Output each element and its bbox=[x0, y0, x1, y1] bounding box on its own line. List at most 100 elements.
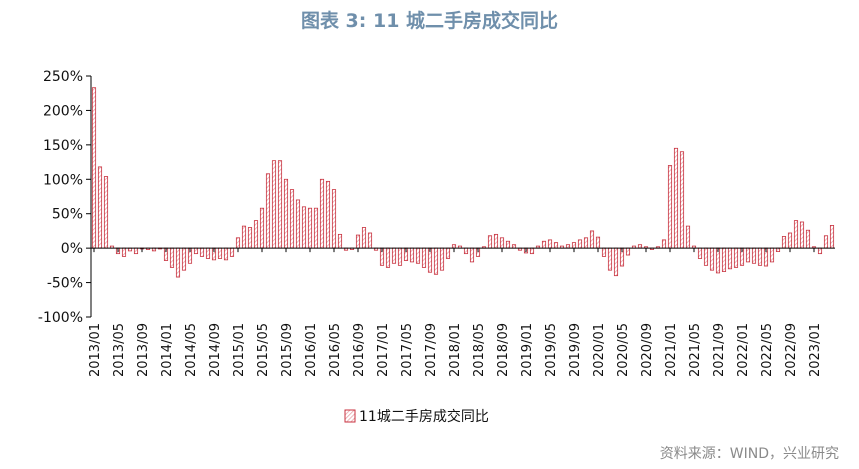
bar bbox=[823, 235, 829, 249]
bar bbox=[679, 151, 685, 249]
x-tick-label: 2022/05 bbox=[760, 323, 775, 377]
bar bbox=[175, 247, 181, 278]
bar bbox=[733, 247, 739, 268]
x-tick-label: 2014/09 bbox=[208, 323, 223, 377]
bar bbox=[697, 247, 703, 259]
bar bbox=[601, 247, 607, 257]
bar bbox=[463, 247, 469, 255]
bar bbox=[385, 247, 391, 268]
bar bbox=[181, 247, 187, 271]
bar bbox=[433, 247, 439, 275]
bar bbox=[565, 244, 571, 249]
bar bbox=[229, 247, 235, 257]
bar bbox=[469, 247, 475, 263]
bar bbox=[775, 247, 781, 252]
x-tick-label: 2020/09 bbox=[640, 323, 655, 377]
bar bbox=[97, 166, 103, 249]
bar bbox=[673, 147, 679, 249]
bar bbox=[199, 247, 205, 257]
bar bbox=[259, 207, 265, 249]
bar bbox=[421, 247, 427, 268]
bar bbox=[361, 227, 367, 249]
bar bbox=[235, 237, 241, 249]
x-tick-label: 2016/01 bbox=[304, 323, 319, 377]
bar bbox=[505, 240, 511, 249]
bar bbox=[757, 247, 763, 266]
bar bbox=[313, 207, 319, 249]
bar bbox=[283, 178, 289, 249]
bar bbox=[583, 237, 589, 249]
bar bbox=[391, 247, 397, 264]
bar bbox=[103, 176, 109, 249]
bar bbox=[727, 247, 733, 270]
x-tick-label: 2019/05 bbox=[544, 323, 559, 377]
bar bbox=[703, 247, 709, 266]
bar bbox=[439, 247, 445, 271]
bar bbox=[781, 236, 787, 249]
bar bbox=[295, 199, 301, 249]
legend-swatch bbox=[344, 409, 356, 423]
bar bbox=[451, 244, 457, 249]
y-axis: -100% -50% 0% 50% 100% 150% 200% 250% bbox=[38, 69, 92, 326]
bar bbox=[493, 233, 499, 249]
x-tick-label: 2013/01 bbox=[88, 323, 103, 377]
bar bbox=[445, 247, 451, 259]
bar bbox=[91, 87, 97, 249]
x-tick-label: 2015/09 bbox=[280, 323, 295, 377]
bar bbox=[277, 160, 283, 249]
bar bbox=[805, 229, 811, 249]
bar bbox=[319, 178, 325, 249]
x-tick-label: 2019/01 bbox=[520, 323, 535, 377]
bar bbox=[571, 242, 577, 249]
x-tick-label: 2018/05 bbox=[472, 323, 487, 377]
bar bbox=[253, 220, 259, 249]
bars-group bbox=[91, 87, 835, 278]
x-tick-label: 2022/01 bbox=[736, 323, 751, 377]
bar bbox=[613, 247, 619, 277]
bar bbox=[397, 247, 403, 266]
x-tick-label: 2021/05 bbox=[688, 323, 703, 377]
bar bbox=[577, 239, 583, 249]
legend: 11城二手房成交同比 bbox=[344, 408, 489, 425]
bar bbox=[529, 247, 535, 255]
bar bbox=[637, 244, 643, 249]
bar bbox=[817, 247, 823, 255]
bar bbox=[799, 221, 805, 249]
x-tick-label: 2021/09 bbox=[712, 323, 727, 377]
bar bbox=[553, 242, 559, 249]
y-tick-label: 0% bbox=[61, 241, 83, 257]
bar bbox=[721, 247, 727, 272]
x-tick-label: 2013/09 bbox=[136, 323, 151, 377]
y-tick-label: 200% bbox=[43, 103, 83, 119]
bar bbox=[367, 232, 373, 249]
y-tick-label: 100% bbox=[43, 172, 83, 188]
x-tick-label: 2017/05 bbox=[400, 323, 415, 377]
x-tick-label: 2014/01 bbox=[160, 323, 175, 377]
x-tick-label: 2016/05 bbox=[328, 323, 343, 377]
x-tick-label: 2021/01 bbox=[664, 323, 679, 377]
bar bbox=[595, 236, 601, 249]
bar bbox=[133, 247, 139, 255]
bar bbox=[337, 233, 343, 249]
bar bbox=[409, 247, 415, 263]
y-tick-label: 50% bbox=[52, 207, 83, 223]
source-note: 资料来源：WIND，兴业研究 bbox=[659, 446, 839, 462]
x-tick-label: 2014/05 bbox=[184, 323, 199, 377]
x-tick-label: 2016/09 bbox=[352, 323, 367, 377]
bar bbox=[289, 189, 295, 249]
bar bbox=[205, 247, 211, 259]
bar bbox=[355, 234, 361, 249]
x-tick-label: 2018/01 bbox=[448, 323, 463, 377]
bar bbox=[217, 247, 223, 259]
x-tick-label: 2022/09 bbox=[784, 323, 799, 377]
bar bbox=[661, 239, 667, 249]
bar bbox=[301, 206, 307, 249]
bar bbox=[547, 239, 553, 249]
y-tick-label: 150% bbox=[43, 138, 83, 154]
x-tick-label: 2019/09 bbox=[568, 323, 583, 377]
x-tick-label: 2017/01 bbox=[376, 323, 391, 377]
bar bbox=[829, 225, 835, 249]
bar bbox=[223, 247, 229, 261]
y-tick-label: -50% bbox=[47, 276, 83, 292]
